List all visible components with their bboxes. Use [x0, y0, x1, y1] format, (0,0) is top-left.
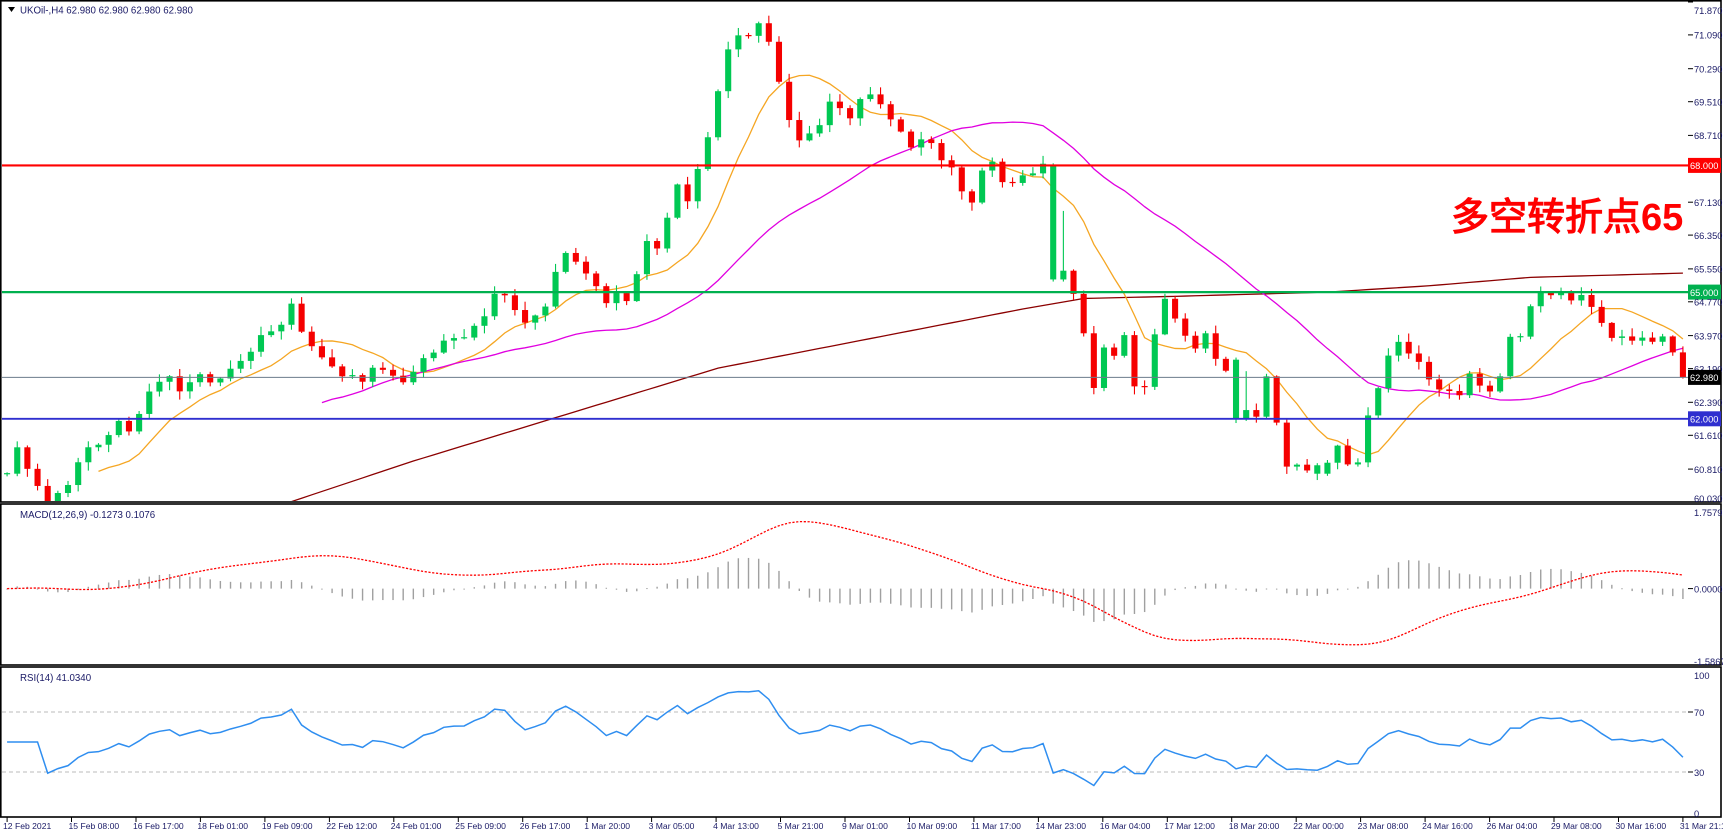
svg-text:22 Feb 12:00: 22 Feb 12:00 — [326, 821, 377, 831]
svg-text:19 Feb 09:00: 19 Feb 09:00 — [262, 821, 313, 831]
svg-text:24 Feb 01:00: 24 Feb 01:00 — [391, 821, 442, 831]
svg-text:17 Mar 12:00: 17 Mar 12:00 — [1164, 821, 1215, 831]
svg-text:16 Feb 17:00: 16 Feb 17:00 — [133, 821, 184, 831]
svg-text:11 Mar 17:00: 11 Mar 17:00 — [971, 821, 1021, 831]
svg-text:23 Mar 08:00: 23 Mar 08:00 — [1358, 821, 1409, 831]
svg-text:4 Mar 13:00: 4 Mar 13:00 — [713, 821, 759, 831]
svg-text:18 Feb 01:00: 18 Feb 01:00 — [197, 821, 248, 831]
svg-text:71.870: 71.870 — [1694, 6, 1722, 16]
svg-text:68.000: 68.000 — [1690, 161, 1718, 171]
svg-text:62.000: 62.000 — [1690, 415, 1718, 425]
svg-text:26 Mar 04:00: 26 Mar 04:00 — [1487, 821, 1538, 831]
svg-text:63.970: 63.970 — [1694, 331, 1722, 341]
svg-text:30: 30 — [1694, 768, 1704, 778]
svg-text:60.810: 60.810 — [1694, 465, 1722, 475]
svg-text:62.980: 62.980 — [1690, 373, 1718, 383]
svg-text:22 Mar 00:00: 22 Mar 00:00 — [1293, 821, 1344, 831]
svg-text:60.030: 60.030 — [1694, 494, 1722, 504]
svg-text:64.770: 64.770 — [1694, 298, 1722, 308]
svg-text:30 Mar 16:00: 30 Mar 16:00 — [1616, 821, 1667, 831]
svg-text:16 Mar 04:00: 16 Mar 04:00 — [1100, 821, 1151, 831]
svg-text:29 Mar 08:00: 29 Mar 08:00 — [1551, 821, 1602, 831]
svg-text:9 Mar 01:00: 9 Mar 01:00 — [842, 821, 888, 831]
svg-text:25 Feb 09:00: 25 Feb 09:00 — [455, 821, 506, 831]
svg-text:65.000: 65.000 — [1690, 288, 1718, 298]
svg-text:24 Mar 16:00: 24 Mar 16:00 — [1422, 821, 1473, 831]
svg-text:61.610: 61.610 — [1694, 431, 1722, 441]
svg-text:65.550: 65.550 — [1694, 265, 1722, 275]
svg-text:多空转折点65: 多空转折点65 — [1451, 197, 1683, 239]
svg-text:0: 0 — [1694, 809, 1699, 819]
svg-text:10 Mar 09:00: 10 Mar 09:00 — [907, 821, 958, 831]
svg-text:71.090: 71.090 — [1694, 31, 1722, 41]
svg-text:69.510: 69.510 — [1694, 98, 1722, 108]
svg-text:UKOil-,H4 62.980 62.980 62.98: UKOil-,H4 62.980 62.980 62.980 62.980 — [20, 6, 193, 17]
svg-text:MACD(12,26,9) -0.1273 0.1076: MACD(12,26,9) -0.1273 0.1076 — [20, 510, 155, 521]
svg-text:66.350: 66.350 — [1694, 231, 1722, 241]
svg-text:14 Mar 23:00: 14 Mar 23:00 — [1035, 821, 1086, 831]
svg-text:67.130: 67.130 — [1694, 198, 1722, 208]
svg-text:68.710: 68.710 — [1694, 131, 1722, 141]
svg-text:1.7579: 1.7579 — [1694, 508, 1722, 518]
svg-text:100: 100 — [1694, 671, 1710, 681]
svg-text:26 Feb 17:00: 26 Feb 17:00 — [520, 821, 571, 831]
svg-text:18 Mar 20:00: 18 Mar 20:00 — [1229, 821, 1280, 831]
svg-text:12 Feb 2021: 12 Feb 2021 — [3, 821, 51, 831]
svg-text:70: 70 — [1694, 708, 1704, 718]
svg-text:15 Feb 08:00: 15 Feb 08:00 — [69, 821, 120, 831]
svg-text:70.290: 70.290 — [1694, 65, 1722, 75]
svg-text:5 Mar 21:00: 5 Mar 21:00 — [778, 821, 824, 831]
svg-text:62.390: 62.390 — [1694, 398, 1722, 408]
svg-text:1 Mar 20:00: 1 Mar 20:00 — [584, 821, 630, 831]
svg-text:3 Mar 05:00: 3 Mar 05:00 — [649, 821, 695, 831]
svg-text:-1.5867: -1.5867 — [1694, 657, 1723, 667]
svg-text:RSI(14) 41.0340: RSI(14) 41.0340 — [20, 673, 92, 684]
svg-text:31 Mar 21:15: 31 Mar 21:15 — [1680, 821, 1723, 831]
svg-text:0.0000: 0.0000 — [1694, 584, 1722, 594]
